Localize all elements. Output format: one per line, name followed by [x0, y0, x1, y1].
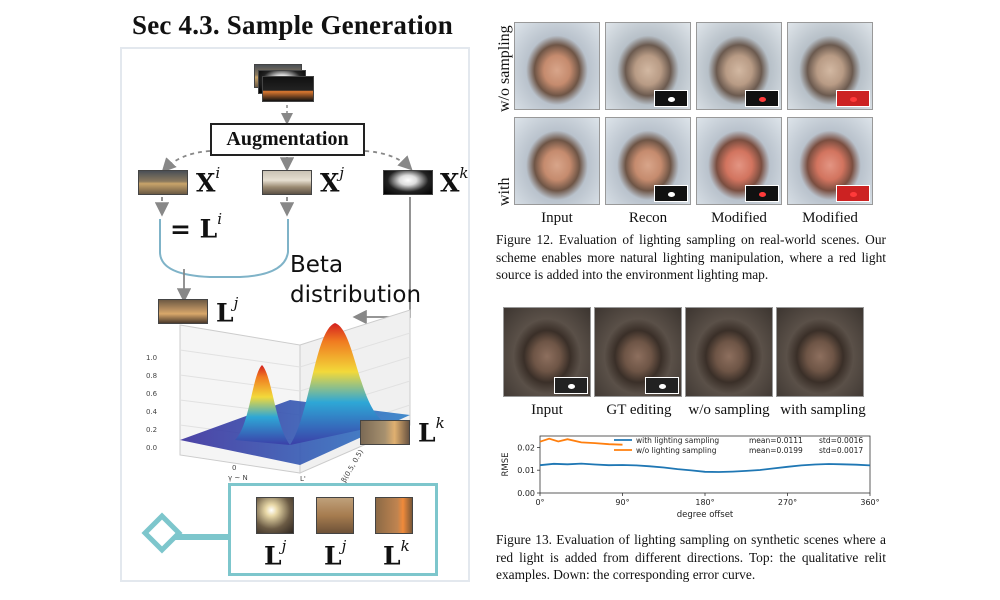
- legend-name-0: with lighting sampling: [636, 436, 719, 445]
- legend-thumb-1: [256, 497, 294, 534]
- legend-thumb-3: [375, 497, 413, 534]
- augmentation-box: Augmentation: [210, 123, 365, 156]
- fig13-col-label: with sampling: [780, 402, 866, 418]
- li-equals-label: = Li: [170, 210, 223, 244]
- lj-label: Lj: [216, 294, 239, 328]
- fig12-face-wo-input: [514, 22, 600, 110]
- fig12-face-with-modified2: [787, 117, 873, 205]
- xk-label: Xk: [440, 164, 469, 198]
- x-tick-label: 0°: [535, 498, 544, 507]
- beta-label-line2: distribution: [290, 282, 422, 308]
- fig13-face-wo: [685, 307, 773, 397]
- fig12-face-with-recon: [605, 117, 691, 205]
- plot-tick: 0.4: [146, 408, 158, 416]
- fig13-caption: Figure 13. Evaluation of lighting sampli…: [496, 532, 886, 583]
- legend-name-1: w/o lighting sampling: [636, 446, 717, 455]
- y-tick-label: 0.02: [517, 443, 535, 452]
- xi-label: Xi: [196, 164, 221, 198]
- legend-label-3: Lk: [383, 537, 410, 571]
- lk-panorama-thumb: [360, 420, 410, 445]
- plot-tick: 0.8: [146, 372, 157, 380]
- fig12-face-with-modified: [696, 117, 782, 205]
- fig12-face-wo-recon: [605, 22, 691, 110]
- plot-tick: 0.6: [146, 390, 158, 398]
- plot-tick: 0.2: [146, 426, 157, 434]
- legend-mean-0: mean=0.0111: [749, 436, 803, 445]
- rmse-chart: 0.00 0.01 0.02 0° 90° 180° 270° 360° degree offs…: [501, 435, 880, 520]
- xk-panorama-thumb: [383, 170, 433, 195]
- fig13-face-gt: [594, 307, 682, 397]
- beta-label-line1: Beta: [290, 252, 344, 278]
- fig13-face-with: [776, 307, 864, 397]
- plot-tick: 0.0: [146, 444, 157, 452]
- lk-label: Lk: [418, 414, 445, 448]
- plot-tick: 1.0: [146, 354, 157, 362]
- fig12-row-label-with: with: [496, 177, 513, 206]
- legend-thumb-2: [316, 497, 354, 534]
- fig12-face-wo-modified: [696, 22, 782, 110]
- lj-panorama-thumb: [158, 299, 208, 324]
- fig12-row-label-wo: w/o sampling: [496, 25, 513, 112]
- plot-y-zero: 0: [232, 464, 236, 472]
- legend-std-0: std=0.0016: [819, 436, 863, 445]
- fig12-face-with-input: [514, 117, 600, 205]
- plot-gamma-axis: γ ~ N: [228, 474, 248, 482]
- legend-mean-1: mean=0.0199: [749, 446, 803, 455]
- fig12-col-label: Input: [541, 210, 573, 226]
- fig13-col-label: w/o sampling: [688, 402, 770, 418]
- series-line-1: [539, 437, 623, 446]
- x-tick-label: 180°: [695, 498, 714, 507]
- xj-panorama-thumb: [262, 170, 312, 195]
- plot-l-axis: L': [300, 475, 306, 483]
- y-axis-label: RMSE: [501, 452, 511, 476]
- panorama-stack-thumb: [262, 76, 314, 102]
- xi-panorama-thumb: [138, 170, 188, 195]
- x-tick-label: 90°: [615, 498, 629, 507]
- surface-plot: 1.0 0.8 0.6 0.4 0.2 0.0 0 γ ~ N β(0.5, 0…: [146, 309, 411, 484]
- y-tick-label: 0.00: [517, 489, 535, 498]
- x-tick-label: 360°: [860, 498, 879, 507]
- fig12-col-label: Modified: [711, 210, 767, 226]
- fig12-col-label: Recon: [628, 210, 668, 226]
- y-tick-label: 0.01: [517, 466, 535, 475]
- fig12-face-wo-modified2: [787, 22, 873, 110]
- legend-std-1: std=0.0017: [819, 446, 863, 455]
- legend-label-1: Lj: [264, 537, 287, 571]
- legend-label-2: Lj: [324, 537, 347, 571]
- fig13-col-label: GT editing: [606, 402, 672, 418]
- xj-label: Xj: [320, 164, 345, 198]
- fig12-caption: Figure 12. Evaluation of lighting sampli…: [496, 232, 886, 283]
- section-title: Sec 4.3. Sample Generation: [132, 10, 453, 40]
- fig13-face-input: [503, 307, 591, 397]
- x-axis-label: degree offset: [677, 510, 734, 520]
- fig12-col-label: Modified: [802, 210, 858, 226]
- fig13-col-label: Input: [531, 402, 563, 418]
- series-line-0: [539, 462, 871, 473]
- x-tick-label: 270°: [778, 498, 797, 507]
